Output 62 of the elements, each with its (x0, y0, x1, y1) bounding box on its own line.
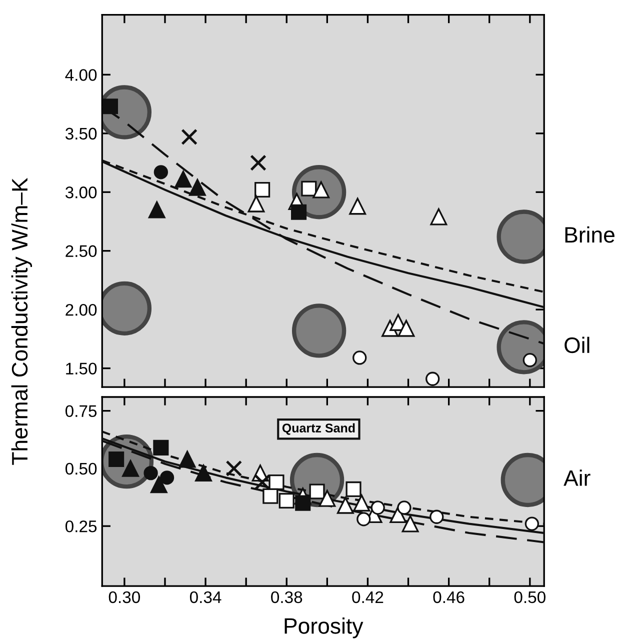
point (349, 198, 366, 215)
point (262, 488, 278, 504)
point (250, 154, 266, 171)
point (397, 500, 412, 515)
point (426, 372, 440, 386)
point (524, 516, 540, 531)
point (188, 178, 206, 196)
y-tick-label: 3.50 (65, 128, 97, 140)
y-tick-label: 0.75 (65, 405, 97, 418)
point (154, 165, 168, 180)
point (178, 450, 196, 468)
point (301, 180, 317, 196)
point (309, 484, 325, 500)
point (278, 492, 294, 509)
y-tick-label: 4.00 (65, 69, 97, 81)
point (522, 352, 537, 368)
point (346, 481, 362, 497)
text: Oil (564, 336, 590, 354)
point (150, 476, 168, 494)
point (356, 512, 371, 526)
point (153, 440, 169, 456)
text: Brine (565, 226, 614, 243)
point (318, 490, 336, 507)
point (336, 496, 354, 514)
point (268, 474, 284, 490)
x-tick-label: 0.30 (108, 591, 140, 604)
point (108, 451, 124, 468)
point (402, 515, 419, 532)
point (226, 460, 242, 477)
point (174, 170, 192, 188)
point (144, 466, 158, 480)
point (291, 204, 307, 220)
y-tick-label: 1.50 (66, 362, 97, 374)
y-tick-label: 2.50 (66, 245, 97, 258)
y-tick-label: 0.25 (65, 520, 97, 532)
y-tick-label: 3.00 (65, 186, 97, 198)
y-tick-label: 0.50 (65, 462, 97, 475)
point (181, 128, 198, 146)
x-tick-label: 0.42 (352, 591, 384, 604)
point (352, 350, 367, 365)
point (160, 470, 174, 485)
x-tick-label: 0.46 (433, 591, 464, 604)
text: Air (564, 470, 590, 486)
point (102, 98, 118, 114)
y-axis-title: Thermal Conductivity W/m–K (11, 178, 32, 465)
point (430, 208, 448, 226)
x-tick-label: 0.34 (190, 591, 222, 604)
point (248, 195, 265, 212)
point (398, 320, 415, 337)
point (148, 201, 166, 218)
point (195, 464, 212, 482)
point (370, 500, 385, 515)
point (295, 495, 311, 511)
x-tick-label: 0.50 (514, 591, 546, 604)
point (254, 182, 270, 198)
x-tick-label: 0.38 (271, 591, 302, 604)
annotation: Quartz Sand (282, 423, 355, 435)
point (254, 474, 270, 490)
point (430, 510, 444, 524)
x-axis-title: Porosity (284, 618, 364, 638)
point (353, 494, 370, 512)
y-tick-label: 2.00 (66, 304, 97, 316)
